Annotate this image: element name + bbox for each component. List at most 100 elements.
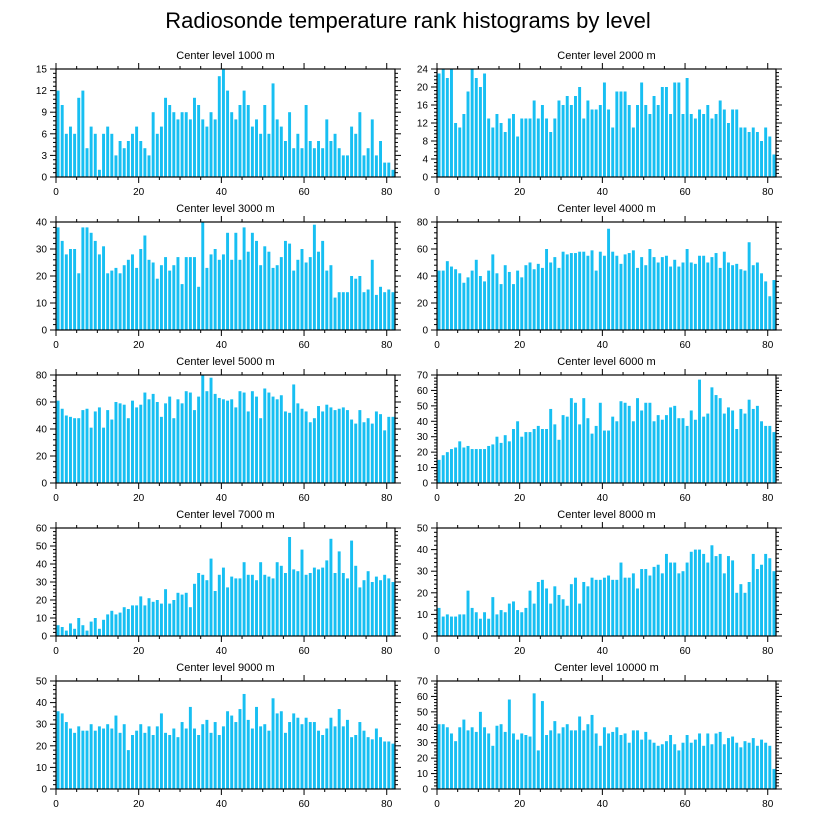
histogram-bar — [193, 410, 196, 483]
histogram-bar — [155, 278, 159, 330]
histogram-bar — [561, 415, 565, 483]
histogram-bar — [321, 567, 325, 636]
histogram-bar — [242, 392, 246, 483]
histogram-bar — [93, 240, 97, 330]
histogram-bar — [499, 442, 503, 483]
histogram-bar — [677, 418, 681, 483]
histogram-bar — [594, 270, 598, 330]
x-tick-label: 0 — [53, 187, 59, 198]
histogram-bar — [528, 432, 532, 483]
histogram-bar — [345, 578, 349, 636]
y-tick-label: 24 — [417, 65, 429, 76]
histogram-bar — [710, 545, 714, 636]
histogram-bar — [304, 262, 308, 330]
histogram-bar — [180, 594, 184, 636]
histogram-bar — [267, 133, 271, 177]
histogram-bar — [131, 735, 134, 789]
histogram-bar — [271, 578, 275, 636]
chart-panel-6: Center level 6000 m 0 20 40 60 80 0 10 20 30 40 50 6… — [417, 356, 782, 504]
histogram-bar — [685, 735, 689, 789]
histogram-bar — [209, 558, 213, 636]
histogram-bar — [549, 408, 553, 483]
histogram-bar — [370, 423, 374, 483]
histogram-bar — [590, 109, 594, 177]
histogram-bar — [168, 396, 172, 483]
histogram-bar — [660, 257, 664, 330]
histogram-bar — [474, 259, 478, 330]
histogram-bar — [648, 114, 652, 177]
histogram-bar — [569, 105, 573, 177]
histogram-bar — [487, 118, 491, 177]
histogram-bar — [636, 267, 639, 330]
histogram-bar — [491, 745, 495, 789]
histogram-bar — [743, 270, 747, 330]
histogram-bar — [540, 701, 544, 789]
histogram-bar — [545, 588, 549, 636]
histogram-bar — [184, 112, 188, 177]
y-tick-label: 50 — [417, 707, 429, 718]
x-tick-label: 80 — [762, 646, 774, 657]
histogram-bar — [445, 452, 449, 483]
histogram-bar — [358, 112, 362, 177]
histogram-bar — [312, 722, 316, 789]
histogram-bar — [246, 411, 250, 483]
histogram-bar — [288, 537, 292, 636]
histogram-bar — [325, 404, 329, 483]
histogram-bar — [317, 406, 320, 483]
histogram-bar — [735, 592, 739, 636]
histogram-bar — [366, 571, 370, 636]
x-tick-label: 40 — [597, 799, 609, 810]
histogram-bar — [126, 141, 130, 177]
x-tick-label: 80 — [381, 187, 393, 198]
histogram-bar — [524, 265, 528, 330]
histogram-bar — [197, 105, 201, 177]
histogram-bar — [722, 573, 726, 636]
y-tick-label: 40 — [36, 560, 48, 571]
histogram-bar — [69, 728, 72, 789]
x-tick-label: 80 — [381, 799, 393, 810]
histogram-bar — [631, 573, 635, 636]
histogram-bar — [483, 281, 487, 330]
x-tick-label: 40 — [216, 340, 228, 351]
histogram-bar — [159, 416, 163, 483]
histogram-bar — [602, 727, 606, 789]
histogram-bar — [391, 582, 395, 636]
histogram-bar — [97, 726, 101, 789]
histogram-bar — [135, 605, 139, 636]
y-tick-label: 20 — [417, 754, 429, 765]
histogram-bar — [499, 724, 503, 789]
y-tick-label: 16 — [417, 101, 429, 112]
histogram-bar — [69, 126, 72, 177]
histogram-bar — [64, 133, 68, 177]
histogram-bar — [739, 747, 743, 789]
histogram-bar — [102, 619, 106, 636]
histogram-bar — [275, 399, 279, 483]
histogram-bar — [93, 730, 97, 789]
y-tick-label: 0 — [41, 173, 47, 184]
histogram-bar — [623, 577, 627, 636]
histogram-bar — [693, 263, 697, 330]
histogram-bar — [234, 578, 238, 636]
histogram-bar — [445, 78, 449, 177]
histogram-bar — [147, 155, 151, 177]
y-tick-label: 0 — [41, 632, 47, 643]
histogram-bar — [221, 726, 225, 789]
histogram-bar — [345, 292, 349, 330]
histogram-bar — [354, 423, 358, 483]
histogram-bar — [69, 249, 72, 330]
y-tick-label: 30 — [36, 245, 48, 256]
histogram-bar — [607, 575, 611, 636]
histogram-bar — [341, 155, 345, 177]
histogram-bar — [242, 693, 246, 789]
histogram-bar — [582, 398, 586, 483]
histogram-bar — [188, 607, 192, 636]
histogram-bar — [545, 249, 549, 330]
histogram-bar — [255, 396, 258, 483]
histogram-bar — [768, 558, 772, 636]
histogram-bar — [329, 717, 333, 789]
x-tick-label: 20 — [133, 646, 145, 657]
histogram-bar — [383, 162, 387, 177]
histogram-bar — [664, 87, 668, 177]
histogram-bar — [586, 100, 590, 177]
histogram-bar — [172, 418, 176, 483]
